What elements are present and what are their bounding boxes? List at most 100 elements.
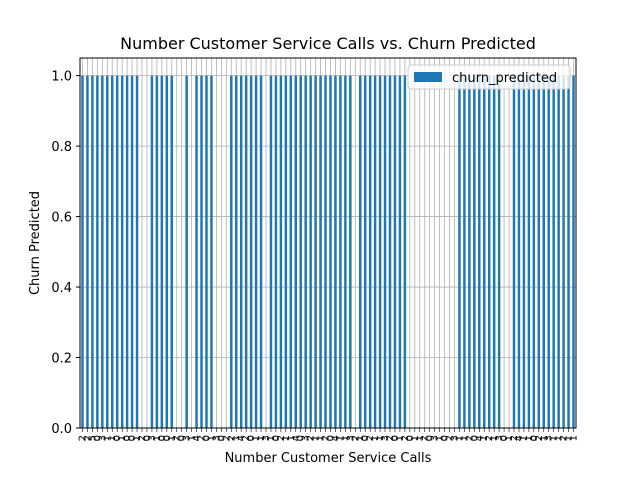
bar (547, 75, 550, 428)
x-tick-label: 3 (301, 435, 312, 441)
x-tick-label: 1 (152, 435, 163, 441)
x-tick-label: 1 (206, 435, 217, 441)
bar (314, 75, 317, 428)
bar (388, 75, 392, 428)
bar (383, 75, 387, 428)
bar (537, 75, 541, 428)
x-tick-label: 3 (97, 435, 108, 441)
bar (195, 75, 198, 428)
y-tick-label: 1.0 (51, 70, 72, 85)
x-tick-label: 1 (489, 435, 500, 441)
x-tick-label: 2 (226, 435, 237, 441)
x-tick-label: 1 (454, 435, 465, 441)
x-tick-label: 3 (211, 435, 222, 441)
x-tick-label: 1 (370, 435, 381, 441)
bar (150, 75, 154, 428)
x-tick-label: 3 (494, 435, 505, 441)
x-tick-label: 0 (246, 435, 257, 441)
x-tick-label: 1 (539, 435, 550, 441)
x-tick-label: 2 (197, 435, 208, 441)
bar (239, 75, 243, 428)
bar (299, 75, 302, 428)
x-tick-label: 3 (147, 435, 158, 441)
bar (106, 75, 109, 428)
bar (517, 75, 521, 428)
x-tick-label: 0 (390, 435, 401, 441)
plot-frame (79, 57, 577, 429)
x-tick-label: 0 (177, 435, 188, 441)
bar (329, 75, 332, 428)
bar (120, 75, 124, 428)
x-tick-label: 0 (405, 435, 416, 441)
bar (483, 75, 486, 428)
x-tick-label: 1 (286, 435, 297, 441)
legend-box (407, 64, 571, 90)
x-tick-label: 0 (112, 435, 123, 441)
bar (478, 75, 481, 428)
x-tick-label: 2 (321, 435, 332, 441)
x-tick-label: 1 (355, 435, 366, 441)
bar (269, 75, 273, 428)
x-tick-label: 1 (479, 435, 490, 441)
x-tick-label: 3 (430, 435, 441, 441)
x-axis-label: Number Customer Service Calls (225, 451, 432, 466)
x-tick-label: 2 (306, 435, 317, 441)
x-tick-label: 1 (311, 435, 322, 441)
bar (359, 75, 362, 428)
x-tick-label: 5 (87, 435, 98, 441)
bar (254, 75, 258, 428)
bar (487, 75, 491, 428)
y-tick-label: 0.8 (51, 140, 72, 155)
bar (309, 75, 312, 428)
x-tick-label: 0 (325, 435, 336, 441)
x-tick-label: 1 (132, 435, 143, 441)
bar (284, 75, 288, 428)
bar (170, 75, 173, 428)
x-tick-label: 4 (236, 435, 247, 441)
x-tick-label: 1 (554, 435, 565, 441)
bar (155, 75, 159, 428)
x-tick-label: 1 (549, 435, 560, 441)
bar (473, 75, 476, 428)
x-tick-label: 4 (291, 435, 302, 441)
x-tick-label: 0 (201, 435, 212, 441)
x-tick-label: 1 (459, 435, 470, 441)
x-tick-label: 3 (345, 435, 356, 441)
x-tick-label: 2 (464, 435, 475, 441)
bar (86, 75, 89, 428)
x-tick-label: 1 (524, 435, 535, 441)
x-tick-label: 1 (340, 435, 351, 441)
x-tick-label: 1 (102, 435, 113, 441)
x-tick-label: 4 (330, 435, 341, 441)
bar (324, 75, 327, 428)
x-tick-label: 1 (266, 435, 277, 441)
bar (373, 75, 377, 428)
x-tick-label: 0 (469, 435, 480, 441)
bar (279, 75, 283, 428)
x-tick-label: 2 (445, 435, 456, 441)
bar (458, 75, 461, 428)
bar (125, 75, 129, 428)
x-tick-label: 2 (420, 435, 431, 441)
x-tick-label: 1 (256, 435, 267, 441)
x-tick-label: 3 (182, 435, 193, 441)
x-tick-label: 2 (77, 435, 88, 441)
chart-title: Number Customer Service Calls vs. Churn … (120, 34, 536, 53)
bar (111, 75, 114, 428)
x-tick-label: 1 (187, 435, 198, 441)
x-tick-label: 2 (137, 435, 148, 441)
bar (81, 75, 84, 428)
bar (512, 75, 516, 428)
bar (527, 75, 531, 428)
bar (562, 75, 565, 428)
x-tick-label: 4 (192, 435, 203, 441)
x-tick-label: 1 (415, 435, 426, 441)
x-tick-label: 1 (435, 435, 446, 441)
bar (91, 75, 94, 428)
x-tick-label: 2 (221, 435, 232, 441)
x-tick-label: 2 (241, 435, 252, 441)
bar (552, 75, 555, 428)
x-tick-label: 1 (231, 435, 242, 441)
x-tick-label: 0 (440, 435, 451, 441)
